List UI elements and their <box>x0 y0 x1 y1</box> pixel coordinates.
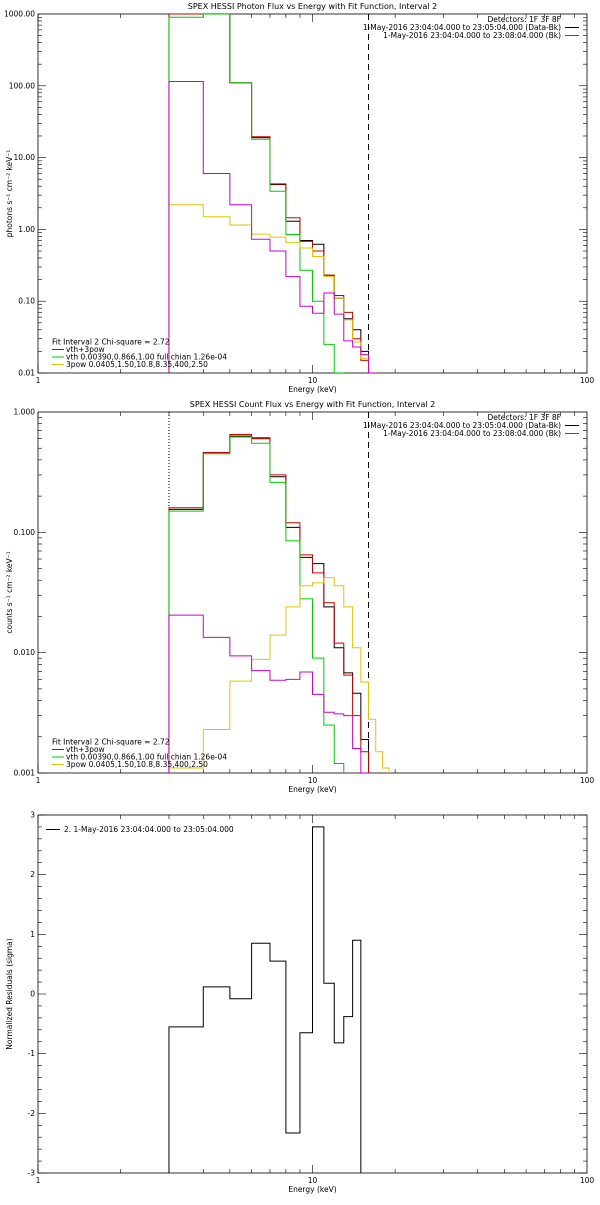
x-tick-label: 10 <box>308 376 318 385</box>
series-line-data <box>168 435 370 773</box>
y-tick-label: -1 <box>28 1049 36 1058</box>
y-tick-label: 1000.00 <box>4 10 35 19</box>
chart-title: SPEX HESSI Count Flux vs Energy with Fit… <box>190 400 435 409</box>
legend-entry: 1-May-2016 23:04:04.000 to 23:08:04.000 … <box>383 429 561 438</box>
x-axis-label: Energy (keV) <box>288 785 336 794</box>
series-group <box>168 412 390 773</box>
series-line-vth <box>168 14 345 373</box>
y-tick-label: 0 <box>30 990 35 999</box>
series-line-vth-3pow <box>168 434 370 773</box>
series-line-3pow <box>168 577 390 773</box>
legend-header: Fit Interval 2 Chi-square = 2.72 <box>52 738 170 747</box>
x-tick-label: 10 <box>308 776 318 785</box>
chart-panel-3: 1 10 100 Energy (keV) -3 -2 -1 0 1 2 3 Normalized R… <box>5 811 594 1195</box>
x-tick-label: 1 <box>36 1176 41 1185</box>
y-tick-label: 1 <box>30 930 35 939</box>
chart-panel-1: SPEX HESSI Photon Flux vs Energy with Fi… <box>4 2 594 394</box>
y-tick-label: 0.001 <box>14 769 36 778</box>
legend-entry: 3pow 0.0405,1.50,10.8,8.35,400,2.50 <box>66 760 208 769</box>
chart-panel-2: SPEX HESSI Count Flux vs Energy with Fit… <box>5 400 594 794</box>
legend-entry: 2. 1-May-2016 23:04:04.000 to 23:05:04.0… <box>64 825 234 834</box>
chart-title: SPEX HESSI Photon Flux vs Energy with Fi… <box>188 2 438 11</box>
y-tick-label: 0.100 <box>14 528 36 537</box>
y-axis-label: photons s⁻¹ cm⁻² keV⁻¹ <box>5 150 14 238</box>
series-line-bk <box>168 80 377 373</box>
axes-frame <box>37 13 588 374</box>
y-tick-label: 10.00 <box>14 153 36 162</box>
legend-entry: 1-May-2016 23:04:04.000 to 23:05:04.000 … <box>363 23 561 32</box>
series-group <box>168 14 377 373</box>
legend-entry: 1-May-2016 23:04:04.000 to 23:05:04.000 … <box>363 421 561 430</box>
legend-entry: vth 0.00390,0.866,1.00 full chian 1.26e-… <box>66 753 227 762</box>
axes-frame <box>37 411 588 774</box>
x-tick-label: 1 <box>36 376 41 385</box>
legend-entry: vth+3pow <box>66 745 105 754</box>
legend-header: Detectors: 1F 3F 8F <box>487 413 561 422</box>
series-line-3pow <box>168 204 377 373</box>
y-axis-label: Normalized Residuals (sigma) <box>5 938 14 1049</box>
series-group <box>168 826 362 1173</box>
series-line-bk <box>168 614 370 773</box>
y-tick-label: -2 <box>28 1109 36 1118</box>
legend-entry: vth+3pow <box>66 345 105 354</box>
y-tick-label: 100.00 <box>9 81 35 90</box>
x-axis-label: Energy (keV) <box>288 1185 336 1194</box>
y-tick-label: 1.00 <box>18 225 35 234</box>
legend-entry: vth 0.00390,0.866,1.00 full chian 1.26e-… <box>66 353 227 362</box>
x-tick-label: 100 <box>580 776 595 785</box>
x-tick-label: 1 <box>36 776 41 785</box>
series-line-vth-3pow <box>168 14 370 373</box>
series-line-vth <box>168 436 345 773</box>
legend-entry: 3pow 0.0405,1.50,10.8,8.35,400,2.50 <box>66 360 208 369</box>
y-tick-label: 2 <box>30 870 35 879</box>
legend-header: Fit Interval 2 Chi-square = 2.72 <box>52 338 170 347</box>
series-line-data <box>168 14 370 373</box>
legend-header: Detectors: 1F 3F 8F <box>487 15 561 24</box>
y-tick-label: -3 <box>28 1169 36 1178</box>
x-axis-label: Energy (keV) <box>288 385 336 394</box>
series-line-2-1-may-2016-23-04-04-000-to-23-05-04-000 <box>168 826 362 1173</box>
x-tick-label: 10 <box>308 1176 318 1185</box>
x-tick-label: 100 <box>580 1176 595 1185</box>
y-axis-label: counts s⁻¹ cm⁻² keV⁻¹ <box>5 551 14 633</box>
y-tick-label: 3 <box>30 811 35 820</box>
y-tick-label: 0.01 <box>18 369 35 378</box>
legend-entry: 1-May-2016 23:04:04.000 to 23:08:04.000 … <box>383 31 561 40</box>
y-tick-label: 1.000 <box>14 408 36 417</box>
y-tick-label: 0.10 <box>18 297 35 306</box>
y-tick-label: 0.010 <box>14 648 36 657</box>
x-tick-label: 100 <box>580 376 595 385</box>
